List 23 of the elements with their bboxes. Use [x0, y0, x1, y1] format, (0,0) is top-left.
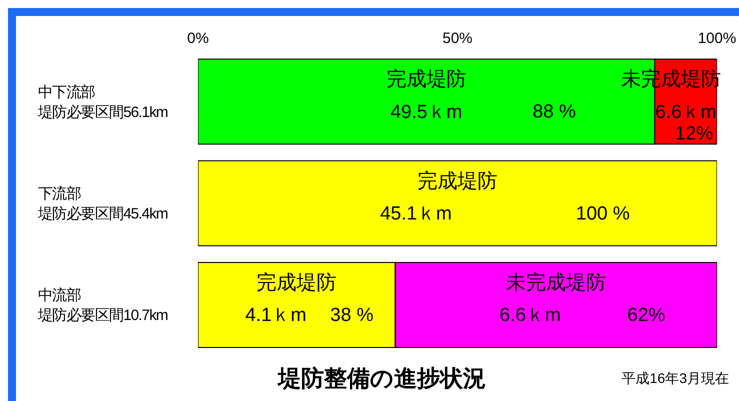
text: 完成堤防: [386, 68, 466, 91]
annotation: 平成16年3月現在: [622, 370, 729, 388]
x-tick-label: 50%: [442, 30, 473, 47]
text: 未完成堤防: [506, 272, 606, 294]
annotation: 4.1ｋm: [245, 305, 306, 326]
data-label: 12%: [674, 124, 714, 145]
data-label: 62%: [627, 304, 666, 326]
bar: [198, 160, 717, 246]
y-tick-label: 中下流部堤防必要区間56.1km: [37, 84, 168, 121]
data-label: 38 %: [330, 304, 374, 326]
data-label: 100 %: [576, 203, 630, 224]
annotation: 6.6ｋm: [500, 305, 561, 326]
text: 完成堤防: [256, 272, 337, 294]
y-tick-label: 下流部堤防必要区間45.4km: [37, 186, 168, 222]
data-label: 88 %: [532, 102, 576, 123]
annotation: 45.1ｋm: [380, 204, 452, 224]
annotation: 49.5ｋm: [390, 102, 462, 123]
y-tick-label: 中流部堤防必要区間10.7km: [37, 287, 168, 324]
text: 堤防整備の進捗状況: [278, 364, 486, 393]
series-label: 完成堤防: [418, 169, 498, 192]
annotation: 6.6ｋm: [655, 102, 716, 123]
x-tick-label: 0%: [187, 30, 209, 47]
x-tick-label: 100%: [698, 30, 736, 47]
